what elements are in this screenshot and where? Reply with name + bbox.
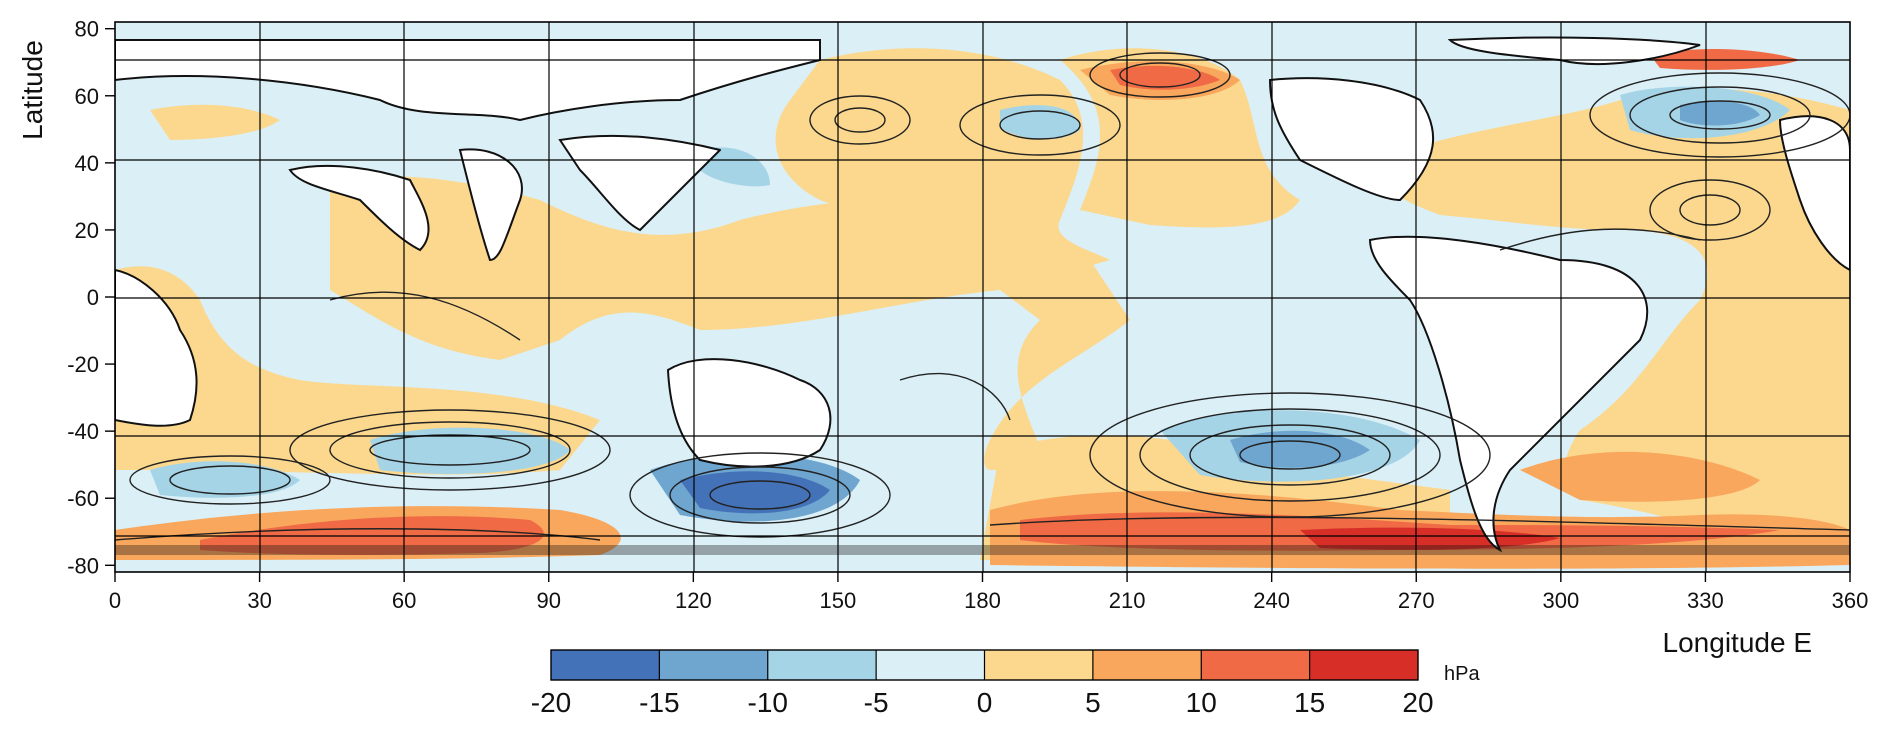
colorbar-label: 0 xyxy=(977,687,993,718)
colorbar-label: 15 xyxy=(1294,687,1325,718)
y-tick-label: -20 xyxy=(67,352,99,377)
colorbar-label: -15 xyxy=(639,687,679,718)
x-tick-label: 120 xyxy=(675,588,712,613)
colorbar: -20 -15 -10 -5 0 5 10 15 20 xyxy=(531,649,1434,718)
x-tick-label: 0 xyxy=(109,588,121,613)
europe-africa-west-land xyxy=(1778,115,1850,272)
africa-east-land xyxy=(115,268,198,427)
x-tick-label: 60 xyxy=(392,588,416,613)
y-tick-label: -80 xyxy=(67,553,99,578)
colorbar-label: -5 xyxy=(864,687,889,718)
colorbar-label: -20 xyxy=(531,687,571,718)
y-tick-label: 60 xyxy=(75,84,99,109)
colorbar-swatch xyxy=(1201,650,1310,680)
colorbar-swatch xyxy=(876,650,985,680)
x-tick-label: 30 xyxy=(247,588,271,613)
south-america-land xyxy=(1368,235,1649,553)
x-tick-label: 330 xyxy=(1687,588,1724,613)
x-tick-label: 240 xyxy=(1253,588,1290,613)
x-tick-label: 210 xyxy=(1109,588,1146,613)
x-tick-label: 180 xyxy=(964,588,1001,613)
graticule xyxy=(115,22,1850,572)
colorbar-label: -10 xyxy=(748,687,788,718)
x-tick-label: 150 xyxy=(820,588,857,613)
colorbar-swatch xyxy=(984,650,1093,680)
x-tick-label: 300 xyxy=(1542,588,1579,613)
colorbar-swatch xyxy=(767,650,877,680)
pressure-contours xyxy=(115,52,1850,541)
north-america-west-land xyxy=(1268,77,1435,202)
y-axis-ticks: 80 60 40 20 0 -20 -40 -60 -80 xyxy=(67,17,115,578)
colorbar-swatch xyxy=(551,650,660,680)
x-axis-ticks: 0 30 60 90 120 150 180 210 240 270 300 330 360 xyxy=(109,572,1868,613)
australia-land xyxy=(666,358,832,468)
colorbar-swatch xyxy=(1092,650,1202,680)
x-axis-title: Longitude E xyxy=(1663,627,1812,658)
x-tick-label: 90 xyxy=(537,588,561,613)
y-tick-label: 20 xyxy=(75,218,99,243)
arabia-land xyxy=(288,164,430,252)
y-tick-label: -40 xyxy=(67,419,99,444)
y-tick-label: -60 xyxy=(67,486,99,511)
colorbar-swatch xyxy=(1309,650,1418,680)
x-tick-label: 360 xyxy=(1832,588,1869,613)
y-axis-title: Latitude xyxy=(17,40,48,140)
y-tick-label: 80 xyxy=(75,17,99,42)
colorbar-label: 20 xyxy=(1402,687,1433,718)
colorbar-swatch xyxy=(659,650,768,680)
y-tick-label: 40 xyxy=(75,151,99,176)
colorbar-label: 10 xyxy=(1186,687,1217,718)
colorbar-unit: hPa xyxy=(1444,663,1480,685)
colorbar-label: 5 xyxy=(1085,687,1101,718)
greenland-land xyxy=(1447,36,1701,65)
y-tick-label: 0 xyxy=(87,285,99,310)
x-tick-label: 270 xyxy=(1398,588,1435,613)
